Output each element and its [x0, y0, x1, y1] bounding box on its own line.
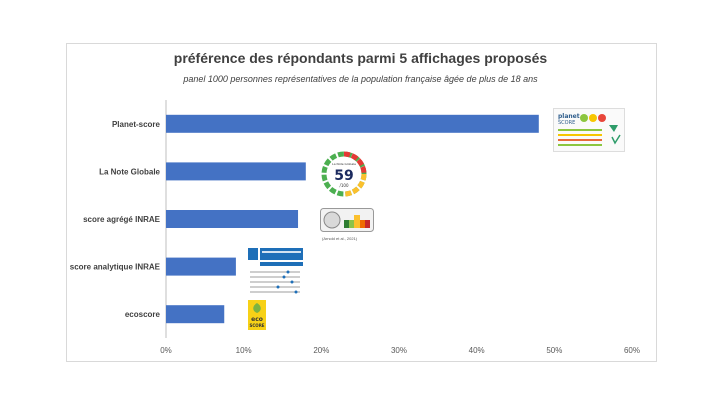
ecoscore-logo: eco SCORE: [248, 300, 266, 330]
svg-text:59: 59: [334, 168, 353, 184]
inrae-aggregate-score-logo: [320, 208, 374, 232]
x-tick-label: 40%: [469, 346, 485, 355]
category-label: Planet-score: [112, 120, 161, 129]
bar-score-analytique-inrae: [166, 257, 236, 276]
category-label: score agrégé INRAE: [83, 215, 161, 224]
inrae-citation: (Arnold et al., 2021): [322, 236, 358, 241]
inrae-analytic-score-logo: [248, 248, 303, 294]
bar-ecoscore: [166, 305, 225, 324]
x-tick-label: 10%: [236, 346, 252, 355]
chart-title: préférence des répondants parmi 5 affich…: [173, 50, 548, 66]
chart-subtitle: panel 1000 personnes représentatives de …: [183, 74, 538, 84]
bar-score-agr-g-inrae: [166, 210, 299, 228]
note-globale-logo: La Note Globale 59 /100: [320, 150, 368, 198]
svg-text:eco: eco: [251, 316, 263, 323]
x-tick-label: 30%: [391, 346, 407, 355]
x-tick-label: 20%: [313, 346, 329, 355]
chart-frame: [66, 43, 657, 362]
planet-score-logo: planet SCORE: [553, 108, 625, 152]
bar-la-note-globale: [166, 162, 306, 181]
svg-text:La Note Globale: La Note Globale: [332, 162, 356, 166]
category-label: score analytique INRAE: [70, 263, 161, 272]
svg-text:SCORE: SCORE: [558, 120, 575, 126]
svg-text:SCORE: SCORE: [249, 323, 264, 328]
category-label: ecoscore: [125, 310, 161, 319]
x-tick-label: 60%: [624, 346, 640, 355]
x-tick-label: 50%: [546, 346, 562, 355]
bar-planet-score: [166, 114, 539, 133]
x-tick-label: 0%: [160, 346, 172, 355]
svg-text:planet: planet: [558, 113, 580, 120]
category-label: La Note Globale: [99, 167, 160, 176]
svg-text:/100: /100: [340, 183, 349, 188]
